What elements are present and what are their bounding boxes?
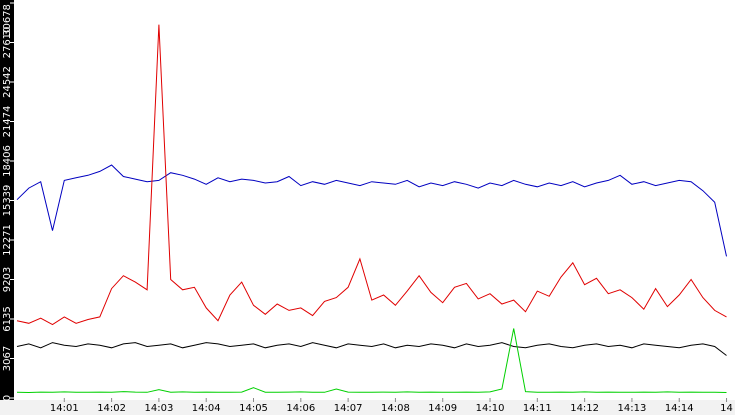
x-tick-label: 14:04	[192, 403, 221, 414]
x-tick-label: 14:07	[334, 403, 363, 414]
y-tick-label: 18406	[2, 145, 13, 177]
x-tick-label: 14:06	[286, 403, 315, 414]
series-line	[16, 164, 727, 257]
y-tick-label: 24542	[2, 66, 13, 98]
x-tick-label: 14:11	[523, 403, 552, 414]
x-tick-label: 14:12	[570, 403, 599, 414]
y-tick-label: 27610	[2, 27, 13, 59]
y-tick-label: 9203	[2, 267, 13, 292]
x-tick-label: 14:05	[239, 403, 268, 414]
series-line	[16, 24, 727, 326]
x-tick-label: 14:08	[381, 403, 410, 414]
x-tick-label: 14:14	[665, 403, 694, 414]
y-tick-label: 21474	[2, 106, 13, 138]
y-axis-strip	[0, 0, 14, 400]
x-tick-label: 14:10	[476, 403, 505, 414]
x-tick-label: 14:01	[50, 403, 79, 414]
x-tick-label: 14:09	[428, 403, 457, 414]
x-tick-label: 14:13	[618, 403, 647, 414]
x-tick-label: 14:03	[144, 403, 173, 414]
y-tick-label: 12271	[2, 224, 13, 256]
y-tick-label: 0	[2, 395, 13, 401]
y-tick-label: 30678	[2, 4, 13, 36]
series-line	[16, 328, 727, 394]
y-tick-label: 3067	[2, 346, 13, 371]
y-tick-label: 15339	[2, 185, 13, 217]
series-line	[16, 342, 727, 356]
x-tick-label: 14	[720, 403, 733, 414]
x-tick-label: 14:02	[97, 403, 126, 414]
x-axis-strip	[0, 400, 735, 415]
y-tick-label: 6135	[2, 306, 13, 331]
